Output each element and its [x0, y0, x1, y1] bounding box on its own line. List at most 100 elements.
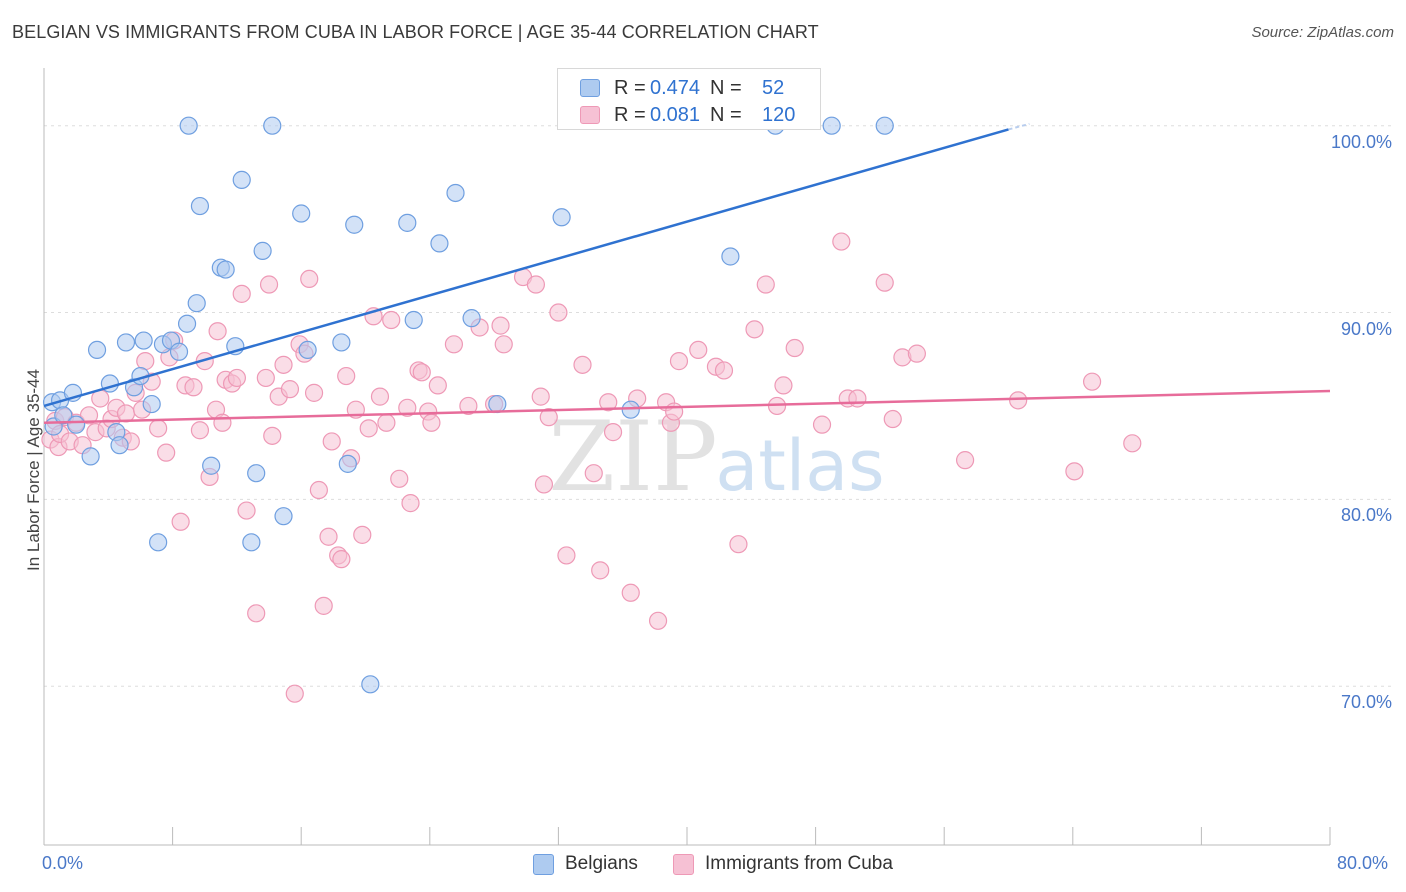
belgians-point: [177, 314, 197, 333]
belgians-point: [721, 247, 740, 266]
cuba-point: [227, 368, 246, 388]
belgians-point: [81, 447, 100, 466]
chart-title: BELGIAN VS IMMIGRANTS FROM CUBA IN LABOR…: [12, 22, 819, 42]
cuba-point: [444, 335, 464, 354]
belgians-point: [338, 454, 357, 473]
cuba-point: [428, 376, 447, 395]
cuba-point: [370, 387, 390, 406]
belgians-point: [292, 204, 311, 223]
cuba-point: [557, 546, 576, 565]
cuba-point: [171, 512, 190, 531]
belgians-point: [875, 116, 894, 135]
cuba-point: [213, 413, 232, 432]
belgians-point: [116, 333, 136, 352]
y-tick-label: 90.0%: [1340, 318, 1392, 339]
watermark-atlas: atlas: [715, 425, 884, 507]
cuba-point: [401, 494, 420, 513]
cuba-point: [184, 378, 203, 397]
cuba-point: [422, 413, 441, 432]
belgians-point: [202, 456, 221, 475]
cuba-point: [774, 376, 793, 395]
watermark-zip: ZIP: [548, 401, 717, 513]
n-value: 52: [762, 77, 785, 99]
belgians-point: [142, 394, 161, 414]
belgians-point: [232, 170, 251, 189]
cuba-point: [259, 275, 279, 294]
n-label: N =: [710, 104, 742, 126]
cuba-point: [756, 275, 775, 294]
belgians-point: [404, 310, 423, 330]
cuba-point: [689, 340, 708, 360]
cuba-point: [832, 232, 851, 251]
cuba-point: [263, 426, 282, 445]
belgians-point: [179, 116, 198, 135]
cuba-point: [256, 368, 275, 388]
cuba-point: [669, 352, 689, 371]
cuba-point: [534, 475, 554, 494]
cuba-point: [359, 419, 378, 438]
belgians-point: [169, 342, 189, 361]
cuba-point: [280, 380, 300, 399]
cuba-point: [353, 525, 372, 544]
cuba-point: [883, 409, 902, 429]
belgians-point: [187, 294, 206, 313]
belgians-point: [87, 340, 107, 360]
cuba-point: [237, 501, 256, 520]
cuba-point: [314, 596, 333, 615]
belgians-point: [149, 533, 168, 552]
cuba-point: [79, 406, 99, 425]
belgians-point: [345, 215, 364, 234]
cuba-point: [157, 443, 176, 462]
r-value: 0.081: [650, 104, 701, 126]
trend-lines: [43, 122, 1331, 425]
cuba-point: [300, 269, 319, 289]
watermark: ZIP atlas: [548, 401, 884, 513]
belgians-point: [488, 394, 507, 414]
axes: [43, 68, 1331, 846]
n-value: 120: [762, 104, 796, 126]
correlation-legend: R = 0.474 N = 52 R = 0.081 N = 120: [557, 68, 821, 130]
cuba-point: [1009, 391, 1028, 410]
cuba-point: [337, 366, 356, 386]
belgians-point: [398, 213, 417, 232]
y-tick-label: 80.0%: [1340, 505, 1392, 526]
legend-label: Belgians: [565, 853, 638, 874]
belgians-point: [110, 436, 129, 455]
cuba-point: [573, 355, 592, 374]
y-tick-label: 70.0%: [1340, 692, 1392, 713]
belgians-point: [247, 464, 266, 483]
cuba-point: [304, 383, 324, 402]
cuba-point: [812, 415, 832, 434]
belgians-point: [54, 406, 73, 425]
belgians-point: [332, 333, 351, 352]
cuba-point: [714, 361, 734, 380]
cuba-point: [382, 310, 401, 330]
cuba-point: [322, 432, 341, 451]
cuba-point: [848, 389, 867, 408]
y-tick-label: 100.0%: [1330, 131, 1392, 152]
cuba-point: [412, 363, 431, 382]
belgians-point: [253, 241, 272, 260]
belgians-point: [242, 533, 261, 552]
cuba-swatch: [673, 854, 694, 875]
cuba-point: [1123, 434, 1142, 453]
belgians-point: [621, 400, 640, 419]
cuba-point: [1082, 372, 1102, 391]
cuba-swatch: [580, 106, 600, 124]
cuba-point: [398, 398, 417, 417]
cuba-point: [729, 535, 748, 554]
belgians-point: [190, 196, 210, 216]
cuba-point: [648, 611, 668, 630]
cuba-point: [232, 284, 251, 303]
cuba-point: [309, 480, 328, 500]
cuba-point: [285, 684, 304, 703]
r-label: R =: [614, 104, 646, 126]
belgians-point: [361, 675, 380, 694]
cuba-point: [494, 335, 513, 354]
cuba-point: [377, 413, 396, 432]
cuba-point: [531, 387, 550, 406]
belgians-point: [67, 415, 86, 434]
cuba-point: [599, 393, 618, 412]
n-label: N =: [710, 77, 742, 99]
